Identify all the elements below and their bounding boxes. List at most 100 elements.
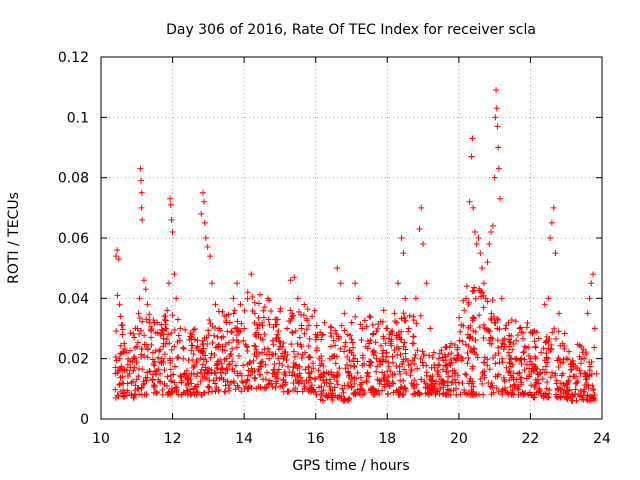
data-point <box>328 393 335 400</box>
data-point <box>298 355 305 362</box>
data-point <box>267 307 274 314</box>
data-point <box>202 364 209 371</box>
data-point <box>442 391 449 398</box>
data-point <box>287 307 294 314</box>
data-point <box>212 324 219 331</box>
data-point <box>469 315 476 322</box>
y-axis-label: ROTI / TECUs <box>6 192 22 284</box>
data-point <box>425 390 432 397</box>
data-point <box>215 386 222 393</box>
data-point <box>584 392 591 399</box>
data-point <box>477 293 484 300</box>
data-point <box>389 371 396 378</box>
data-point <box>407 367 414 374</box>
data-point <box>351 380 358 387</box>
data-point <box>470 391 477 398</box>
data-point <box>296 379 303 386</box>
data-point <box>481 372 488 379</box>
data-point <box>301 349 308 356</box>
data-point <box>351 355 358 362</box>
data-point <box>141 352 148 359</box>
data-point <box>487 315 494 322</box>
data-point <box>260 376 267 383</box>
data-point <box>420 362 427 369</box>
data-point <box>385 363 392 370</box>
data-point <box>504 389 511 396</box>
data-point <box>460 297 467 304</box>
data-point <box>133 343 140 350</box>
data-point <box>290 379 297 386</box>
data-point <box>163 326 170 333</box>
data-point <box>481 359 488 366</box>
data-point <box>307 374 314 381</box>
data-point <box>190 326 197 333</box>
data-point <box>492 352 499 359</box>
data-point <box>412 295 419 302</box>
data-point <box>476 312 483 319</box>
data-point <box>427 325 434 332</box>
data-point <box>393 363 400 370</box>
data-point <box>565 378 572 385</box>
data-point <box>484 362 491 369</box>
x-tick-label: 10 <box>92 431 110 447</box>
data-point <box>365 373 372 380</box>
data-point <box>348 336 355 343</box>
data-point <box>221 388 228 395</box>
data-point <box>564 395 571 402</box>
data-point <box>383 377 390 384</box>
data-point <box>275 375 282 382</box>
data-point <box>213 362 220 369</box>
data-point <box>419 359 426 366</box>
data-point <box>307 354 314 361</box>
data-point <box>383 349 390 356</box>
data-point <box>188 347 195 354</box>
data-point <box>573 373 580 380</box>
data-point <box>155 376 162 383</box>
data-point <box>465 299 472 306</box>
data-point <box>319 332 326 339</box>
data-point <box>352 390 359 397</box>
data-point <box>469 365 476 372</box>
data-point <box>191 361 198 368</box>
data-point <box>494 316 501 323</box>
data-point <box>466 335 473 342</box>
data-point <box>357 321 364 328</box>
data-point <box>178 391 185 398</box>
x-tick-label: 16 <box>307 431 325 447</box>
y-tick-label: 0.06 <box>58 231 89 247</box>
data-point <box>471 228 478 235</box>
data-point <box>155 354 162 361</box>
data-point <box>447 361 454 368</box>
data-point <box>516 369 523 376</box>
data-point <box>549 329 556 336</box>
data-point <box>272 378 279 385</box>
data-point <box>479 369 486 376</box>
data-point <box>555 354 562 361</box>
data-point <box>257 360 264 367</box>
data-point <box>181 371 188 378</box>
data-point <box>531 391 538 398</box>
data-point <box>136 365 143 372</box>
data-point <box>543 385 550 392</box>
data-point <box>336 365 343 372</box>
data-point <box>275 346 282 353</box>
data-point <box>205 365 212 372</box>
data-point <box>212 380 219 387</box>
data-point <box>480 321 487 328</box>
data-point <box>281 381 288 388</box>
data-point <box>310 365 317 372</box>
data-point <box>334 265 341 272</box>
data-point <box>411 377 418 384</box>
data-point <box>589 382 596 389</box>
data-point <box>224 367 231 374</box>
data-point <box>119 322 126 329</box>
data-point <box>539 366 546 373</box>
data-point <box>327 355 334 362</box>
data-point <box>373 328 380 335</box>
data-point <box>463 371 470 378</box>
data-point <box>270 324 277 331</box>
data-point <box>130 330 137 337</box>
data-point <box>453 356 460 363</box>
data-point <box>420 241 427 248</box>
data-point <box>480 391 487 398</box>
